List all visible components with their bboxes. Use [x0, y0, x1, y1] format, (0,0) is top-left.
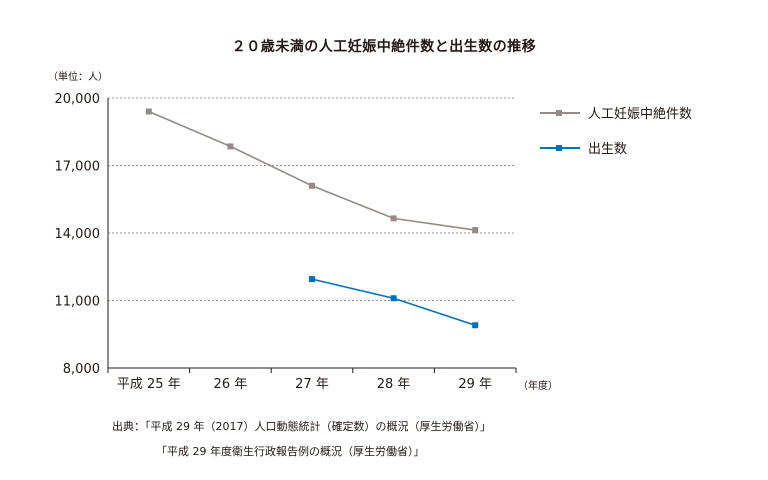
y-tick-label: 17,000: [55, 160, 101, 175]
data-point-abortion: [309, 182, 315, 189]
series-line-abortion: [148, 110, 476, 231]
y-unit-label: （単位：人）: [48, 72, 108, 83]
legend-item-abortion: 人工妊娠中絶件数: [540, 103, 692, 122]
x-tick-label: 26 年: [214, 377, 248, 392]
data-point-abortion: [390, 215, 397, 222]
x-tick-label: 28 年: [377, 377, 411, 392]
legend-label-births: 出生数: [588, 142, 628, 157]
data-point-abortion: [227, 143, 234, 150]
data-point-births: [309, 276, 315, 283]
series-line-births: [311, 278, 476, 327]
y-tick-label: 20,000: [55, 92, 101, 107]
data-point-abortion: [472, 227, 479, 234]
y-tick-label: 8,000: [63, 362, 100, 377]
data-point-births: [390, 295, 397, 302]
data-point-births: [472, 322, 479, 329]
source-line-1: 出典：「平成 29 年（2017）人口動態統計（確定数）の概況（厚生労働省）」: [112, 420, 491, 433]
y-tick-label: 11,000: [55, 295, 101, 310]
chart-title: ２０歳未満の人工妊娠中絶件数と出生数の推移: [231, 39, 537, 55]
x-tick-label: 29 年: [458, 377, 492, 392]
y-tick-label: 14,000: [55, 227, 101, 242]
source-line-2: 「平成 29 年度衛生行政報告例の概況（厚生労働省）」: [156, 445, 425, 458]
data-point-abortion: [145, 108, 152, 115]
legend-item-births: 出生数: [540, 138, 627, 157]
x-tick-label: 平成 25 年: [117, 377, 181, 392]
legend-swatch-abortion: [540, 107, 580, 119]
legend-swatch-births: [540, 142, 580, 154]
x-tick-label: 27 年: [295, 377, 329, 392]
legend-label-abortion: 人工妊娠中絶件数: [588, 107, 693, 122]
x-unit-label: （年度）: [518, 381, 558, 392]
